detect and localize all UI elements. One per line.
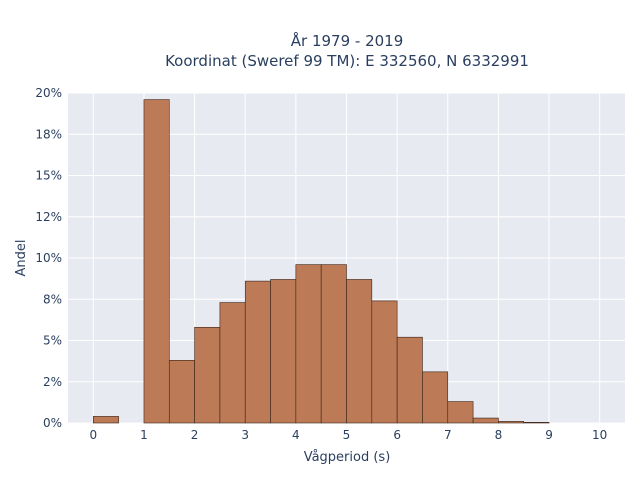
y-tick-label-7: 18% [35, 127, 62, 141]
y-tick-label-3: 8% [43, 292, 62, 306]
x-axis-title: Vågperiod (s) [304, 450, 391, 465]
histogram-bar-11 [396, 336, 423, 424]
x-tick-label-2: 2 [191, 428, 199, 442]
x-tick-label-9: 9 [545, 428, 553, 442]
histogram-bar-15 [498, 421, 525, 424]
histogram-bar-7 [295, 264, 322, 424]
histogram-bar-16 [523, 422, 550, 424]
x-tick-label-4: 4 [292, 428, 300, 442]
histogram-bar-5 [244, 280, 271, 424]
bars [93, 99, 550, 424]
y-axis-title: Andel [14, 240, 29, 277]
histogram-bar-10 [371, 300, 398, 424]
x-tick-label-3: 3 [241, 428, 249, 442]
y-tick-label-4: 10% [35, 251, 62, 265]
x-tick-label-6: 6 [393, 428, 401, 442]
x-tick-label-0: 0 [89, 428, 97, 442]
x-tick-labels: 0 1 2 3 4 5 6 7 8 9 10 [89, 428, 607, 442]
y-tick-label-1: 2% [43, 375, 62, 389]
y-tick-label-2: 5% [43, 334, 62, 348]
histogram-bar-9 [346, 279, 373, 424]
histogram-bar-0 [93, 416, 119, 424]
x-tick-label-5: 5 [343, 428, 351, 442]
y-tick-label-0: 0% [43, 416, 62, 430]
y-tick-label-8: 20% [35, 86, 62, 100]
x-tick-label-7: 7 [444, 428, 452, 442]
histogram-bar-3 [194, 326, 221, 424]
histogram-bar-12 [422, 371, 449, 424]
y-tick-label-5: 12% [35, 210, 62, 224]
histogram-bar-2 [168, 359, 195, 424]
histogram-bar-14 [472, 417, 499, 424]
x-tick-label-8: 8 [495, 428, 503, 442]
histogram-bar-13 [447, 401, 474, 424]
histogram-bar-6 [270, 279, 297, 424]
y-tick-labels: 0% 2% 5% 8% 10% 12% 15% 18% 20% [35, 86, 62, 430]
chart-title-line2: Koordinat (Sweref 99 TM): E 332560, N 63… [165, 52, 529, 70]
y-tick-label-6: 15% [35, 169, 62, 183]
x-tick-label-10: 10 [592, 428, 607, 442]
histogram-bar-8 [320, 264, 347, 424]
histogram-bar-1 [143, 99, 170, 424]
chart-title-line1: År 1979 - 2019 [291, 31, 404, 50]
x-tick-label-1: 1 [140, 428, 148, 442]
histogram-bar-4 [219, 302, 246, 424]
